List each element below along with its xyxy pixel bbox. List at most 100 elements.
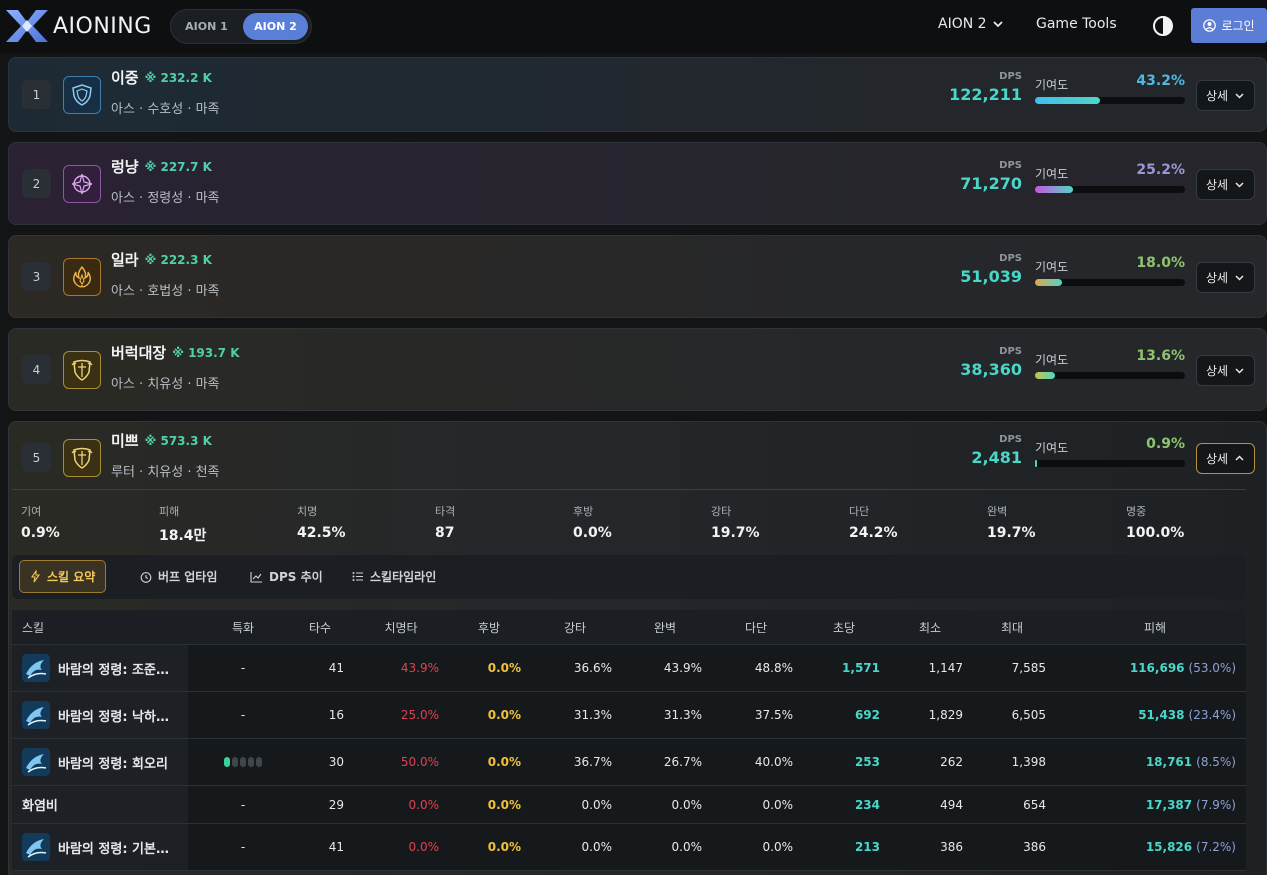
cp-symbol-icon: ※: [144, 252, 157, 267]
damage-cell: 15,826 (7.2%): [1046, 824, 1236, 870]
back-value: 0.0%: [487, 840, 521, 854]
skill-name: 바람의 정령: 회오리: [58, 756, 168, 772]
contribution-bar: [1035, 97, 1185, 104]
contribution-bar-fill: [1035, 460, 1037, 467]
column-header[interactable]: 최소: [918, 620, 942, 635]
column-header[interactable]: 최대: [1000, 620, 1024, 635]
detail-toggle-button[interactable]: 상세: [1196, 355, 1255, 386]
back-value: 0.0%: [487, 755, 521, 769]
column-header[interactable]: 치명타: [384, 620, 418, 635]
tab-buff-uptime-label: 버프 업타임: [158, 570, 218, 584]
strong-value: 36.7%: [573, 755, 612, 769]
player-name-row: 버럭대장 ※ 193.7 K: [111, 342, 240, 363]
stat-block: 후방 0.0%: [573, 503, 612, 541]
player-card[interactable]: 4 버럭대장 ※ 193.7 K 아스 · 치유성 · 마족 DPS 38,36…: [8, 328, 1267, 411]
column-header[interactable]: 후방: [477, 620, 501, 635]
detail-label: 상세: [1205, 178, 1229, 192]
perfect-value: 0.0%: [671, 797, 703, 812]
login-button[interactable]: 로그인: [1191, 8, 1267, 43]
contribution-percent: 25.2%: [1136, 162, 1185, 178]
dps-value: 71,270: [960, 174, 1022, 193]
per-sec-value: 1,571: [842, 661, 880, 675]
max-value: 7,585: [1011, 661, 1046, 675]
crit-value: 43.9%: [400, 661, 439, 675]
multi-value: 37.5%: [754, 708, 793, 722]
damage-cell: 17,387 (7.9%): [1046, 786, 1236, 823]
detail-label: 상세: [1205, 452, 1229, 466]
theme-toggle-icon[interactable]: [1152, 15, 1174, 37]
dps-value: 122,211: [949, 85, 1022, 104]
contribution-percent: 43.2%: [1136, 73, 1185, 89]
contribution-label: 기여도: [1035, 260, 1069, 274]
skill-name-cell: 바람의 정령: 회오리: [12, 739, 188, 785]
spec-level-dot: [248, 757, 254, 767]
cleric-crest-icon: [63, 351, 101, 389]
detail-toggle-button[interactable]: 상세: [1196, 80, 1255, 111]
tab-skill-summary[interactable]: 스킬 요약: [19, 560, 107, 593]
aion1-tab[interactable]: AION 1: [185, 20, 228, 33]
player-card[interactable]: 3 일라 ※ 222.3 K 아스 · 호법성 · 마족 DPS 51,039 …: [8, 235, 1267, 318]
hits-value: 41: [328, 840, 344, 854]
spec-value: -: [240, 797, 246, 812]
spec-level-dot: [232, 757, 238, 767]
player-card[interactable]: 2 렁냥 ※ 227.7 K 아스 · 정령성 · 마족 DPS 71,270 …: [8, 142, 1267, 225]
detail-toggle-button[interactable]: 상세: [1196, 169, 1255, 200]
per-sec-value: 253: [854, 755, 880, 769]
game-tools-link[interactable]: Game Tools: [1036, 16, 1117, 32]
dps-label: DPS: [999, 346, 1022, 357]
column-header[interactable]: 강타: [563, 620, 587, 635]
stat-value: 100.0%: [1126, 525, 1185, 541]
stat-value: 0.9%: [21, 525, 60, 541]
table-row[interactable]: 바람의 정령: 기본… - 41 0.0% 0.0% 0.0% 0.0% 0.0% 213 386…: [12, 824, 1246, 871]
chevron-down-icon: [1235, 93, 1244, 99]
game-version-toggle: AION 1 AION 2: [170, 9, 312, 44]
table-row[interactable]: 바람의 정령: 조준… - 41 43.9% 0.0% 36.6% 43.9% 48.8% 1,…: [12, 645, 1246, 692]
column-header[interactable]: 특화: [231, 620, 255, 635]
dps-label: DPS: [999, 160, 1022, 171]
detail-tabs: 스킬 요약 버프 업타임 DPS 추이 스킬타임라인: [12, 555, 1246, 599]
detail-toggle-button[interactable]: 상세: [1196, 443, 1255, 474]
stat-value: 42.5%: [297, 525, 346, 541]
cp-symbol-icon: ※: [172, 345, 184, 360]
player-name: 일라: [111, 251, 139, 269]
stat-block: 완벽 19.7%: [987, 503, 1036, 541]
player-card[interactable]: 1 이중 ※ 232.2 K 아스 · 수호성 · 마족 DPS 122,211…: [8, 57, 1267, 132]
column-header[interactable]: 피해: [1143, 620, 1167, 635]
rank-badge: 5: [22, 443, 51, 472]
tab-buff-uptime[interactable]: 버프 업타임: [130, 560, 227, 593]
stat-value: 19.7%: [987, 525, 1036, 541]
skill-name: 화염비: [22, 799, 58, 814]
wind-spirit-skill-icon: [22, 654, 50, 682]
max-value: 654: [1023, 797, 1046, 812]
skill-name-cell: 화염비: [12, 786, 188, 823]
aion2-tab[interactable]: AION 2: [243, 13, 308, 40]
stat-label: 치명: [297, 505, 318, 518]
table-row[interactable]: 화염비 - 29 0.0% 0.0% 0.0% 0.0% 0.0% 234 494 654 17,3…: [12, 786, 1246, 824]
min-value: 386: [940, 840, 963, 854]
wind-spirit-skill-icon: [22, 701, 50, 729]
back-value: 0.0%: [487, 661, 521, 675]
contribution-percent: 13.6%: [1136, 348, 1185, 364]
tab-dps-trend[interactable]: DPS 추이: [240, 560, 333, 593]
column-header[interactable]: 스킬: [22, 620, 45, 635]
chevron-up-icon: [1235, 455, 1244, 461]
detail-toggle-button[interactable]: 상세: [1196, 262, 1255, 293]
column-header[interactable]: 다단: [744, 620, 768, 635]
damage-value: 18,761: [1145, 755, 1193, 769]
detail-label: 상세: [1205, 89, 1229, 103]
column-header[interactable]: 완벽: [653, 620, 677, 635]
multi-value: 40.0%: [754, 755, 793, 769]
column-header[interactable]: 초당: [832, 620, 856, 635]
column-header[interactable]: 타수: [308, 620, 332, 635]
stat-label: 타격: [435, 505, 456, 518]
detail-label: 상세: [1205, 271, 1229, 285]
table-row[interactable]: 바람의 정령: 낙하… - 16 25.0% 0.0% 31.3% 31.3% 37.5% 69…: [12, 692, 1246, 739]
tab-skill-timeline[interactable]: 스킬타임라인: [342, 560, 446, 593]
site-logo[interactable]: AIONING: [4, 8, 152, 44]
contribution-bar: [1035, 372, 1185, 379]
player-name-row: 렁냥 ※ 227.7 K: [111, 156, 212, 177]
per-sec-value: 692: [854, 708, 880, 722]
multi-value: 0.0%: [762, 797, 794, 812]
aion2-dropdown[interactable]: AION 2: [938, 16, 1004, 32]
table-row[interactable]: 바람의 정령: 회오리 30 50.0% 0.0% 36.7% 26.7% 40.0% 253…: [12, 739, 1246, 786]
